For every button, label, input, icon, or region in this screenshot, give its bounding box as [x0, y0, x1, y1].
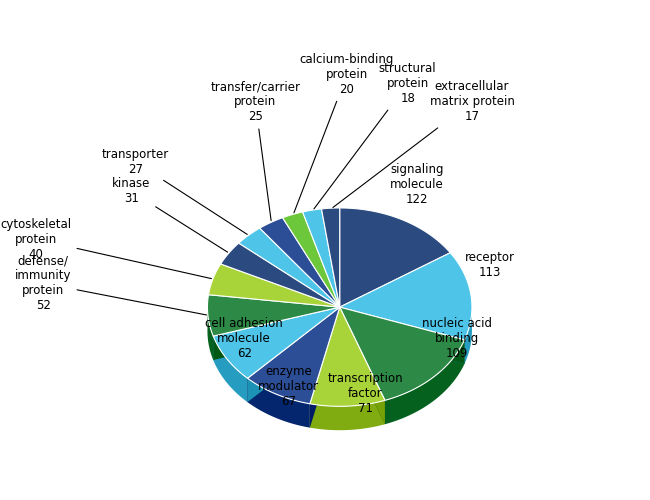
Text: extracellular
matrix protein
17: extracellular matrix protein 17: [333, 80, 514, 208]
Polygon shape: [207, 306, 213, 360]
Polygon shape: [340, 307, 465, 364]
Polygon shape: [322, 208, 340, 307]
Text: enzyme
modulator
67: enzyme modulator 67: [257, 364, 319, 408]
Polygon shape: [220, 243, 340, 307]
Polygon shape: [385, 340, 465, 424]
Text: transcription
factor
71: transcription factor 71: [328, 372, 403, 415]
Polygon shape: [248, 307, 340, 402]
Polygon shape: [213, 307, 340, 378]
Polygon shape: [340, 307, 385, 424]
Polygon shape: [465, 306, 472, 364]
Text: nucleic acid
binding
109: nucleic acid binding 109: [422, 317, 492, 360]
Text: structural
protein
18: structural protein 18: [314, 62, 436, 209]
Polygon shape: [209, 264, 340, 307]
Polygon shape: [340, 208, 450, 307]
Polygon shape: [248, 307, 340, 404]
Text: calcium-binding
protein
20: calcium-binding protein 20: [294, 53, 395, 213]
Polygon shape: [283, 212, 340, 307]
Polygon shape: [310, 400, 385, 430]
Text: defense/
immunity
protein
52: defense/ immunity protein 52: [15, 254, 207, 315]
Polygon shape: [239, 228, 340, 307]
Text: transfer/carrier
protein
25: transfer/carrier protein 25: [210, 80, 300, 220]
Polygon shape: [248, 307, 340, 402]
Polygon shape: [340, 307, 465, 364]
Text: cell adhesion
molecule
62: cell adhesion molecule 62: [205, 317, 283, 360]
Text: cytoskeletal
protein
40: cytoskeletal protein 40: [1, 218, 211, 278]
Polygon shape: [213, 307, 340, 360]
Polygon shape: [207, 294, 340, 336]
Polygon shape: [213, 336, 248, 402]
Polygon shape: [310, 307, 385, 406]
Polygon shape: [303, 209, 340, 307]
Text: transporter
27: transporter 27: [101, 148, 247, 234]
Polygon shape: [310, 307, 340, 428]
Polygon shape: [213, 307, 340, 360]
Polygon shape: [260, 218, 340, 307]
Text: receptor
113: receptor 113: [465, 251, 515, 279]
Text: kinase
31: kinase 31: [112, 178, 228, 252]
Text: signaling
molecule
122: signaling molecule 122: [390, 162, 444, 206]
Polygon shape: [340, 253, 472, 340]
Polygon shape: [248, 378, 310, 428]
Polygon shape: [310, 307, 340, 428]
Polygon shape: [340, 307, 385, 424]
Polygon shape: [340, 307, 465, 400]
